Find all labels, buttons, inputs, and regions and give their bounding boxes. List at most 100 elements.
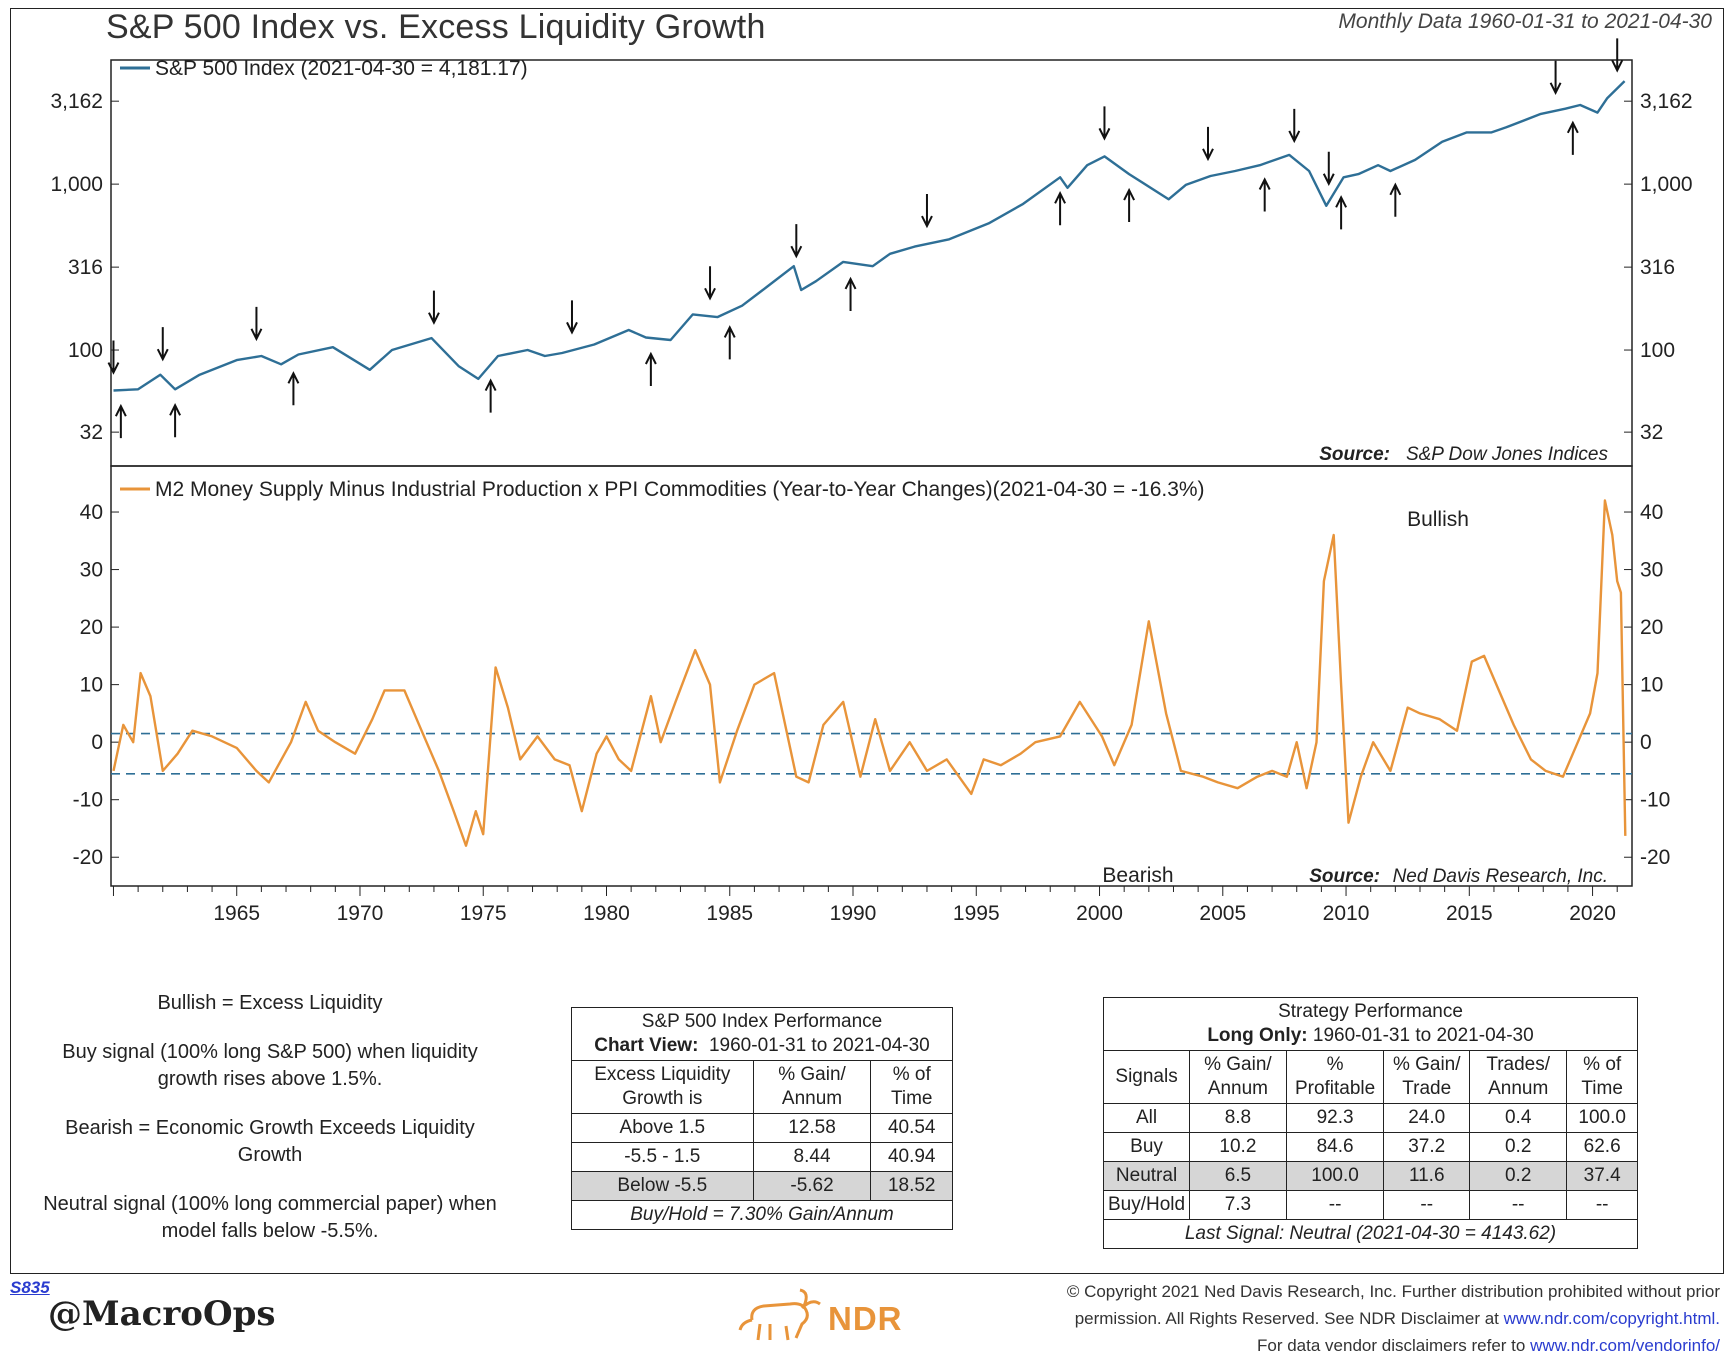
ndr-brand: NDR [828,1300,903,1337]
perf-table-footer: Buy/Hold = 7.30% Gain/Annum [571,1200,953,1230]
y-tick-label-left: 3,162 [50,90,103,113]
chart-code-link[interactable]: S835 [10,1278,50,1297]
perf-table-title: S&P 500 Index Performance Chart View: 19… [571,1007,953,1061]
table-row: Neutral 6.5 100.0 11.6 0.2 37.4 [1102,1161,1638,1191]
table-row: Above 1.5 12.58 40.54 [571,1113,953,1143]
x-tick-label: 2000 [1076,902,1123,925]
buy-arrow-icon [287,371,300,406]
x-tick-label: 1975 [460,902,507,925]
sell-arrow-icon [566,300,578,335]
buy-arrow-icon [723,325,736,360]
table-row: Buy/Hold 7.3 -- -- -- -- [1102,1190,1638,1220]
bearish-label: Bearish [1102,864,1173,887]
y-tick-label-left: 316 [68,256,103,279]
note-neutral-signal: Neutral signal (100% long commercial pap… [43,1193,497,1242]
x-tick-label: 1965 [213,902,260,925]
legend-label-sp500: S&P 500 Index (2021-04-30 = 4,181.17) [155,57,528,80]
y-tick-label-right: 0 [1640,731,1652,754]
table-row: Buy 10.2 84.6 37.2 0.2 62.6 [1102,1132,1638,1162]
table-row: All 8.8 92.3 24.0 0.4 100.0 [1102,1103,1638,1133]
chart-frame [10,8,1724,1274]
y-tick-label-right: 40 [1640,501,1663,524]
liquidity-series-line [112,499,1627,847]
y-tick-label-right: 100 [1640,339,1675,362]
x-tick-label: 1980 [583,902,630,925]
buy-arrow-icon [1258,177,1271,212]
y-tick-label-left: 32 [80,421,103,444]
index-performance-table: S&P 500 Index Performance Chart View: 19… [571,1007,953,1230]
watermark-handle: @MacroOps [48,1294,276,1334]
buy-arrow-icon [644,351,657,386]
legend-label-liquidity: M2 Money Supply Minus Industrial Product… [155,478,1205,501]
y-tick-label-left: 30 [80,559,103,582]
y-tick-label-left: -10 [73,789,103,812]
note-buy-signal: Buy signal (100% long S&P 500) when liqu… [62,1041,478,1090]
buy-arrow-icon [1566,120,1579,155]
y-tick-label-right: 32 [1640,421,1663,444]
y-tick-label-right: 3,162 [1640,90,1693,113]
source-top: S&P Dow Jones Indices [1406,444,1609,465]
perf-table-header: Excess Liquidity Growth is % Gain/ Annum… [571,1060,953,1114]
y-tick-label-right: 20 [1640,616,1663,639]
y-tick-label-left: -20 [73,846,103,869]
y-tick-label-left: 10 [80,674,103,697]
sell-arrow-icon [250,306,263,342]
sell-arrow-icon [107,340,120,375]
sell-arrow-icon [428,290,440,325]
buy-arrow-icon [844,276,857,311]
buy-arrow-icon [114,403,127,439]
y-tick-label-left: 20 [80,616,103,639]
note-bearish: Bearish = Economic Growth Exceeds Liquid… [65,1117,475,1166]
sell-arrow-icon [156,327,169,362]
sell-arrow-icon [1322,151,1335,186]
x-tick-label: 1990 [830,902,877,925]
x-tick-label: 1970 [337,902,384,925]
sell-arrow-icon [790,224,803,259]
bullish-label: Bullish [1407,508,1469,531]
legend-notes: Bullish = Excess Liquidity Buy signal (1… [40,990,500,1267]
y-tick-label-left: 1,000 [50,173,103,196]
source-bottom: Ned Davis Research, Inc. [1393,866,1608,887]
x-tick-label: 1985 [706,902,753,925]
date-range: Monthly Data 1960-01-31 to 2021-04-30 [1338,10,1712,33]
ndr-bull-logo-icon [738,1288,821,1341]
sell-arrow-icon [704,266,716,301]
note-bullish: Bullish = Excess Liquidity [157,992,383,1014]
sp500-panel: 32 32 100 100 316 316 1,000 1,000 3,162 3,162 S&P … [50,38,1693,467]
copyright-notice: © Copyright 2021 Ned Davis Research, Inc… [1066,1282,1720,1355]
buy-arrow-icon [1389,182,1402,217]
sell-arrow-icon [1611,38,1624,73]
x-tick-label: 2020 [1569,902,1616,925]
sell-arrow-icon [1098,106,1111,141]
buy-arrow-icon [1123,187,1136,223]
buy-arrow-icon [1335,195,1348,230]
sell-arrow-icon [1549,60,1562,96]
x-tick-label: 2005 [1199,902,1246,925]
y-tick-label-right: 316 [1640,256,1675,279]
y-tick-label-left: 0 [91,731,103,754]
source-label-top: Source: [1319,444,1390,465]
buy-arrow-icon [484,378,497,413]
x-tick-label: 2010 [1323,902,1370,925]
buy-arrow-icon [169,403,181,438]
y-tick-label-right: 1,000 [1640,173,1693,196]
sell-arrow-icon [1202,126,1214,162]
table-row: Below -5.5 -5.62 18.52 [571,1171,953,1201]
sp500-series-line [113,80,1626,392]
copyright-link[interactable]: www.ndr.com/copyright.html. [1503,1309,1720,1328]
strategy-table-title: Strategy Performance Long Only: 1960-01-… [1103,997,1638,1051]
sell-arrow-icon [921,194,933,229]
y-tick-label-right: 10 [1640,674,1663,697]
sell-arrow-icon [1288,108,1301,144]
top-plot-area [110,59,1633,467]
y-tick-label-right: -10 [1640,789,1670,812]
x-tick-label: 1995 [953,902,1000,925]
vendorinfo-link[interactable]: www.ndr.com/vendorinfo/ [1530,1336,1720,1355]
buy-arrow-icon [1054,191,1066,226]
y-tick-label-right: -20 [1640,846,1670,869]
chart-title: S&P 500 Index vs. Excess Liquidity Growt… [106,8,766,46]
y-tick-label-left: 100 [68,339,103,362]
strategy-table-header: Signals % Gain/ Annum % Profitable % Gai… [1102,1050,1638,1104]
